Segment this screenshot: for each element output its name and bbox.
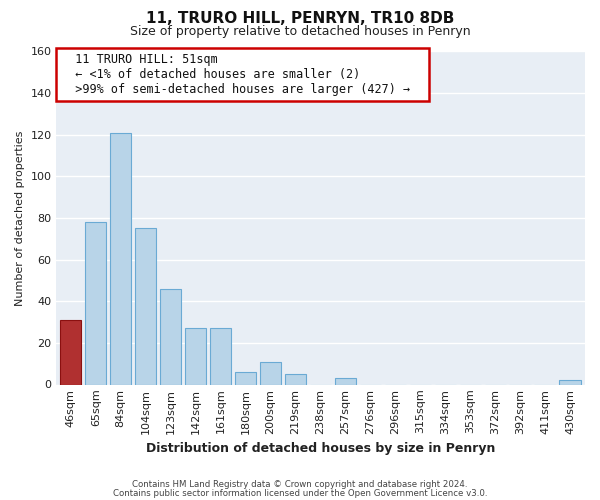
Bar	[110, 132, 131, 384]
Bar	[235, 372, 256, 384]
Bar	[160, 289, 181, 384]
Bar	[559, 380, 581, 384]
Bar	[335, 378, 356, 384]
Bar	[60, 320, 82, 384]
Text: Size of property relative to detached houses in Penryn: Size of property relative to detached ho…	[130, 25, 470, 38]
Text: 11, TRURO HILL, PENRYN, TR10 8DB: 11, TRURO HILL, PENRYN, TR10 8DB	[146, 11, 454, 26]
Text: Contains public sector information licensed under the Open Government Licence v3: Contains public sector information licen…	[113, 488, 487, 498]
Bar	[185, 328, 206, 384]
X-axis label: Distribution of detached houses by size in Penryn: Distribution of detached houses by size …	[146, 442, 495, 455]
Bar	[135, 228, 157, 384]
Text: Contains HM Land Registry data © Crown copyright and database right 2024.: Contains HM Land Registry data © Crown c…	[132, 480, 468, 489]
Bar	[210, 328, 231, 384]
Bar	[260, 362, 281, 384]
Y-axis label: Number of detached properties: Number of detached properties	[15, 130, 25, 306]
Bar	[285, 374, 306, 384]
Bar	[85, 222, 106, 384]
Text: 11 TRURO HILL: 51sqm
  ← <1% of detached houses are smaller (2)
  >99% of semi-d: 11 TRURO HILL: 51sqm ← <1% of detached h…	[61, 53, 425, 96]
